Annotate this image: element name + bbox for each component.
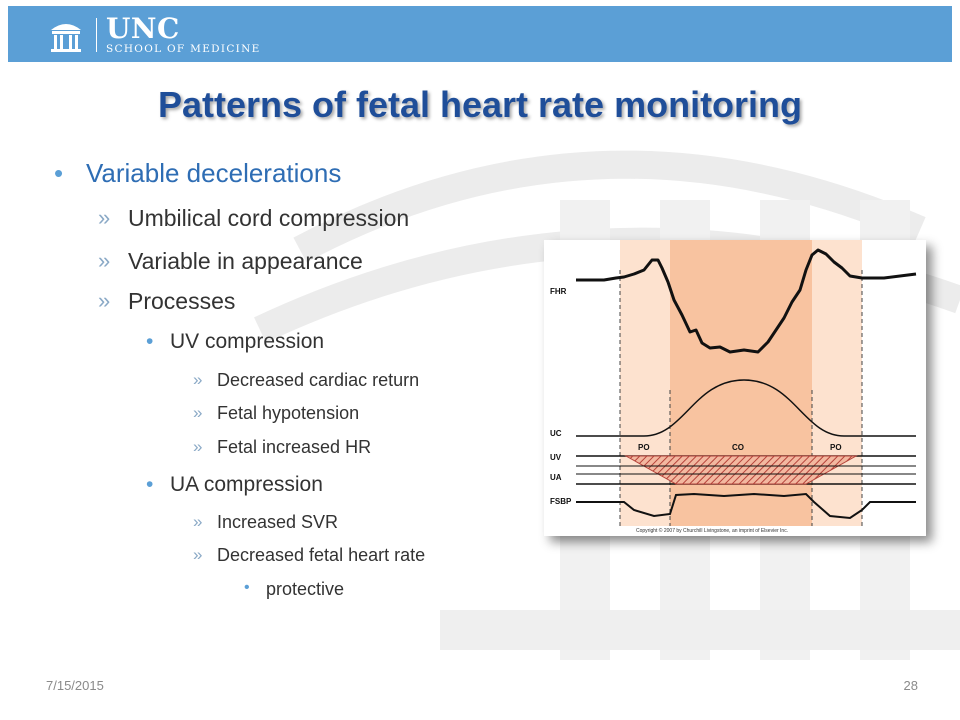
bullet-arrow: »: [193, 545, 203, 564]
bullet-arrow: »: [193, 437, 203, 456]
bullet-decreased-fetal-heart-rate: » Decreased fetal heart rate: [193, 545, 426, 566]
logo-unc-text: UNC: [106, 12, 180, 45]
bullet-text: UA compression: [170, 473, 323, 496]
logo-school-text: SCHOOL OF MEDICINE: [106, 43, 261, 55]
header-bar: UNC SCHOOL OF MEDICINE: [8, 6, 952, 62]
bullet-text: UV compression: [170, 330, 325, 353]
bullet-variable-decelerations: • Variable decelerations: [54, 158, 342, 189]
fhr-tracing-figure: FHR UC UV UA FSBP PO CO PO Copyright © 2…: [544, 240, 926, 536]
bullet-protective: • protective: [244, 579, 345, 600]
bullet-text: Fetal hypotension: [217, 403, 360, 423]
fsbp-trace-line: [576, 492, 916, 520]
phase-label-po-right: PO: [830, 443, 842, 452]
label-ua: UA: [550, 473, 562, 482]
compression-hatch-region: [624, 455, 858, 485]
slide-title: Patterns of fetal heart rate monitoring: [157, 84, 803, 125]
bullet-dot: •: [54, 158, 64, 188]
bullet-arrow: »: [193, 512, 203, 531]
bullet-text: Variable in appearance: [128, 248, 363, 274]
phase-label-co: CO: [732, 443, 744, 452]
bullet-arrow: »: [98, 248, 111, 273]
sub-bullet-variable-appearance: » Variable in appearance: [98, 248, 363, 275]
bullet-text: Variable decelerations: [86, 158, 342, 188]
bullet-ua-compression: • UA compression: [146, 473, 323, 497]
bullet-arrow: »: [98, 288, 111, 313]
bullet-text: Increased SVR: [217, 512, 339, 532]
bullet-uv-compression: • UV compression: [146, 330, 325, 354]
uc-curve-line: [576, 379, 916, 437]
logo-divider: [96, 18, 97, 52]
fhr-tracing-diagram: FHR UC UV UA FSBP PO CO PO Copyright © 2…: [550, 240, 917, 534]
bullet-arrow: »: [98, 205, 111, 230]
phase-po-right-region: [812, 240, 862, 526]
bullet-dot: •: [244, 579, 250, 596]
label-uc: UC: [550, 429, 562, 438]
bullet-dot: •: [146, 330, 154, 353]
bullet-arrow: »: [193, 370, 203, 389]
bullet-fetal-increased-hr: » Fetal increased HR: [193, 437, 372, 458]
bullet-text: Umbilical cord compression: [128, 205, 410, 231]
footer-page-number: 28: [903, 678, 918, 693]
bullet-text: Processes: [128, 288, 236, 314]
bullet-text: Fetal increased HR: [217, 437, 372, 457]
bullet-fetal-hypotension: » Fetal hypotension: [193, 403, 360, 424]
old-well-logo-icon: [51, 24, 81, 52]
phase-po-left-region: [620, 240, 670, 526]
bullet-text: Decreased fetal heart rate: [217, 545, 426, 565]
label-fhr: FHR: [550, 287, 567, 296]
phase-label-po-left: PO: [638, 443, 650, 452]
label-uv: UV: [550, 453, 562, 462]
bullet-dot: •: [146, 473, 154, 496]
bullet-arrow: »: [193, 403, 203, 422]
label-fsbp: FSBP: [550, 497, 572, 506]
bullet-decreased-cardiac-return: » Decreased cardiac return: [193, 370, 420, 391]
bullet-text: Decreased cardiac return: [217, 370, 420, 390]
footer-date: 7/15/2015: [46, 678, 104, 693]
figure-copyright: Copyright © 2007 by Churchill Livingston…: [636, 527, 788, 534]
bullet-increased-svr: » Increased SVR: [193, 512, 339, 533]
bullet-text: protective: [266, 579, 345, 599]
sub-bullet-cord-compression: » Umbilical cord compression: [98, 205, 410, 232]
sub-bullet-processes: » Processes: [98, 288, 236, 315]
fhr-trace-line: [576, 248, 917, 354]
